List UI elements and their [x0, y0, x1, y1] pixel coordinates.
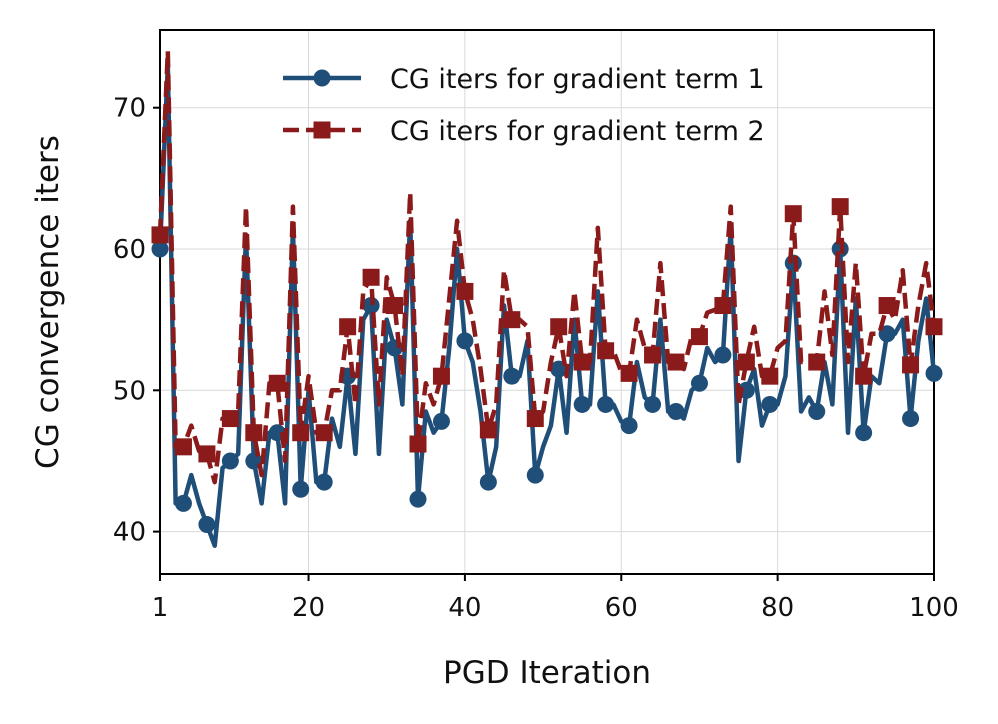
data-point	[315, 473, 333, 491]
data-point	[644, 346, 662, 364]
data-point	[268, 374, 286, 392]
data-point	[339, 318, 357, 336]
data-point	[526, 410, 544, 428]
data-point	[855, 367, 873, 385]
y-tick-label: 50	[113, 376, 146, 406]
data-point	[409, 435, 427, 453]
data-point	[198, 445, 216, 463]
legend: CG iters for gradient term 1 CG iters for…	[283, 64, 765, 147]
data-point	[737, 353, 755, 371]
data-point	[761, 395, 779, 413]
data-point	[292, 480, 310, 498]
x-tick-label: 20	[292, 593, 325, 623]
data-point	[432, 367, 450, 385]
data-point	[292, 424, 310, 442]
data-point	[386, 297, 404, 315]
data-point	[245, 424, 263, 442]
data-point	[573, 395, 591, 413]
data-point	[690, 328, 708, 346]
data-point	[550, 318, 568, 336]
y-tick-label: 70	[113, 94, 146, 124]
data-point	[151, 226, 169, 244]
data-point	[878, 325, 896, 343]
data-point	[456, 282, 474, 300]
x-tick-label: 100	[909, 593, 959, 623]
series-1	[151, 63, 943, 548]
data-point	[362, 297, 380, 315]
data-point	[855, 424, 873, 442]
data-point	[620, 417, 638, 435]
x-tick-label: 60	[605, 593, 638, 623]
y-tick-label: 40	[113, 518, 146, 548]
data-point	[690, 374, 708, 392]
grid-lines	[159, 30, 935, 574]
data-point	[315, 424, 333, 442]
data-point	[456, 332, 474, 350]
legend-item-1: CG iters for gradient term 1	[283, 64, 765, 95]
legend-label: CG iters for gradient term 2	[390, 116, 765, 147]
data-point	[597, 395, 615, 413]
data-point	[526, 466, 544, 484]
plot-area-frame	[159, 29, 935, 575]
data-point	[784, 205, 802, 223]
data-point	[667, 353, 685, 371]
data-point	[432, 412, 450, 430]
data-point	[620, 364, 638, 382]
data-point	[174, 494, 192, 512]
data-point	[503, 367, 521, 385]
data-point	[479, 473, 497, 491]
data-point	[714, 297, 732, 315]
data-point	[808, 353, 826, 371]
data-point	[221, 452, 239, 470]
y-axis-title: CG convergence iters	[30, 135, 66, 469]
data-point	[784, 254, 802, 272]
legend-marker	[313, 121, 331, 139]
data-point	[503, 311, 521, 329]
x-tick-label: 40	[448, 593, 481, 623]
series-2	[151, 48, 943, 485]
data-point	[409, 490, 427, 508]
data-point	[878, 297, 896, 315]
axis-ticks: 1 20 40 60 80 100 40 50 60 70	[113, 94, 959, 623]
series-layer	[151, 48, 943, 548]
x-tick-label: 80	[761, 593, 794, 623]
data-point	[761, 367, 779, 385]
data-point	[831, 198, 849, 216]
data-point	[479, 421, 497, 439]
data-point	[644, 395, 662, 413]
legend-label: CG iters for gradient term 1	[390, 64, 765, 95]
data-point	[902, 410, 920, 428]
data-point	[714, 346, 732, 364]
legend-marker	[313, 69, 331, 87]
data-point	[221, 410, 239, 428]
x-tick-label: 1	[152, 593, 169, 623]
data-point	[174, 438, 192, 456]
data-point	[573, 353, 591, 371]
data-point	[808, 403, 826, 421]
data-point	[151, 240, 169, 258]
data-point	[362, 268, 380, 286]
data-point	[925, 318, 943, 336]
data-point	[597, 342, 615, 360]
x-axis-title: PGD Iteration	[443, 655, 651, 691]
data-point	[198, 516, 216, 534]
data-point	[667, 403, 685, 421]
data-point	[902, 356, 920, 374]
series-line-2	[157, 48, 937, 485]
y-tick-label: 60	[113, 235, 146, 265]
legend-item-2: CG iters for gradient term 2	[283, 116, 765, 147]
data-point	[925, 364, 943, 382]
